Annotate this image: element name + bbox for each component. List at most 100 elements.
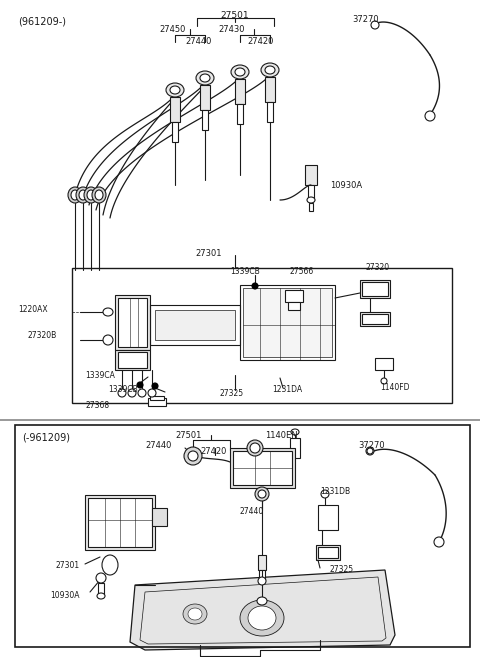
Text: 27368: 27368 bbox=[85, 401, 109, 409]
Bar bbox=[305, 165, 317, 185]
Text: 27320: 27320 bbox=[365, 263, 389, 273]
Bar bbox=[243, 288, 332, 357]
Bar bbox=[259, 570, 265, 580]
Ellipse shape bbox=[103, 308, 113, 316]
Text: 1231DB: 1231DB bbox=[320, 487, 350, 497]
Text: 37270: 37270 bbox=[352, 16, 379, 24]
Text: 27501: 27501 bbox=[175, 430, 202, 440]
Text: 27320B: 27320B bbox=[28, 330, 57, 340]
Ellipse shape bbox=[92, 187, 106, 203]
Ellipse shape bbox=[128, 389, 136, 397]
Ellipse shape bbox=[247, 440, 263, 456]
Bar bbox=[148, 398, 166, 406]
Ellipse shape bbox=[84, 187, 98, 203]
Bar bbox=[316, 545, 340, 560]
Ellipse shape bbox=[87, 190, 95, 200]
Bar bbox=[115, 350, 150, 370]
Bar bbox=[152, 508, 167, 526]
Ellipse shape bbox=[258, 577, 266, 585]
Ellipse shape bbox=[200, 74, 210, 82]
Bar bbox=[230, 448, 295, 488]
Polygon shape bbox=[130, 570, 395, 650]
Text: 10930A: 10930A bbox=[330, 181, 362, 189]
Text: 37270: 37270 bbox=[358, 440, 384, 449]
Ellipse shape bbox=[103, 335, 113, 345]
Ellipse shape bbox=[118, 389, 126, 397]
Ellipse shape bbox=[366, 447, 374, 455]
Bar bbox=[360, 312, 390, 326]
Ellipse shape bbox=[231, 65, 249, 79]
Bar bbox=[170, 97, 180, 122]
Ellipse shape bbox=[183, 604, 207, 624]
Bar bbox=[85, 495, 155, 550]
Text: 27430: 27430 bbox=[218, 26, 244, 35]
Bar bbox=[98, 583, 104, 595]
Text: 27325: 27325 bbox=[330, 566, 354, 574]
Text: 1220AX: 1220AX bbox=[18, 306, 48, 315]
Ellipse shape bbox=[252, 283, 258, 289]
Ellipse shape bbox=[76, 187, 90, 203]
Ellipse shape bbox=[188, 608, 202, 620]
Ellipse shape bbox=[138, 389, 146, 397]
Ellipse shape bbox=[307, 197, 315, 203]
Ellipse shape bbox=[291, 429, 299, 435]
Bar bbox=[88, 498, 152, 547]
Ellipse shape bbox=[258, 490, 266, 498]
Text: 27325: 27325 bbox=[220, 388, 244, 397]
Text: 27301: 27301 bbox=[195, 248, 221, 258]
Bar bbox=[240, 285, 335, 360]
Ellipse shape bbox=[261, 63, 279, 77]
Text: 1339CA: 1339CA bbox=[85, 371, 115, 380]
Bar bbox=[118, 352, 147, 368]
Ellipse shape bbox=[79, 190, 87, 200]
Text: 27450: 27450 bbox=[159, 26, 185, 35]
Ellipse shape bbox=[255, 487, 269, 501]
Ellipse shape bbox=[381, 378, 387, 384]
Bar bbox=[172, 122, 178, 142]
Ellipse shape bbox=[68, 187, 82, 203]
Ellipse shape bbox=[367, 448, 373, 454]
Text: 27566: 27566 bbox=[290, 267, 314, 275]
Bar bbox=[235, 79, 245, 104]
Ellipse shape bbox=[240, 600, 284, 636]
Ellipse shape bbox=[97, 593, 105, 599]
Bar bbox=[288, 302, 300, 310]
Ellipse shape bbox=[257, 597, 267, 605]
Bar bbox=[267, 102, 273, 122]
Ellipse shape bbox=[170, 86, 180, 94]
Text: (-961209): (-961209) bbox=[22, 432, 70, 442]
Ellipse shape bbox=[196, 71, 214, 85]
Ellipse shape bbox=[371, 21, 379, 29]
Ellipse shape bbox=[102, 555, 118, 575]
Bar bbox=[318, 547, 338, 558]
Text: 1140FD: 1140FD bbox=[380, 384, 409, 392]
Text: (961209-): (961209-) bbox=[18, 17, 66, 27]
Ellipse shape bbox=[250, 443, 260, 453]
Ellipse shape bbox=[148, 389, 156, 397]
Text: 1231DA: 1231DA bbox=[272, 386, 302, 394]
Ellipse shape bbox=[137, 382, 143, 388]
Bar bbox=[318, 505, 338, 530]
Text: 27440: 27440 bbox=[240, 507, 264, 516]
Bar bbox=[202, 110, 208, 130]
Bar bbox=[360, 280, 390, 298]
Bar bbox=[290, 438, 300, 458]
Text: 27440: 27440 bbox=[145, 440, 171, 449]
Text: 27420: 27420 bbox=[200, 447, 227, 457]
Ellipse shape bbox=[184, 447, 202, 465]
Ellipse shape bbox=[434, 537, 444, 547]
Bar bbox=[72, 268, 452, 403]
Bar bbox=[285, 290, 303, 302]
Ellipse shape bbox=[425, 111, 435, 121]
Bar bbox=[258, 555, 266, 570]
Ellipse shape bbox=[265, 66, 275, 74]
Text: 27501: 27501 bbox=[221, 11, 249, 20]
Bar bbox=[237, 104, 243, 124]
Bar bbox=[308, 185, 314, 200]
Bar bbox=[150, 305, 240, 345]
Bar bbox=[200, 85, 210, 110]
Bar bbox=[362, 314, 388, 324]
Text: 27420: 27420 bbox=[247, 37, 274, 45]
Ellipse shape bbox=[235, 68, 245, 76]
Text: 1140EN: 1140EN bbox=[265, 430, 298, 440]
